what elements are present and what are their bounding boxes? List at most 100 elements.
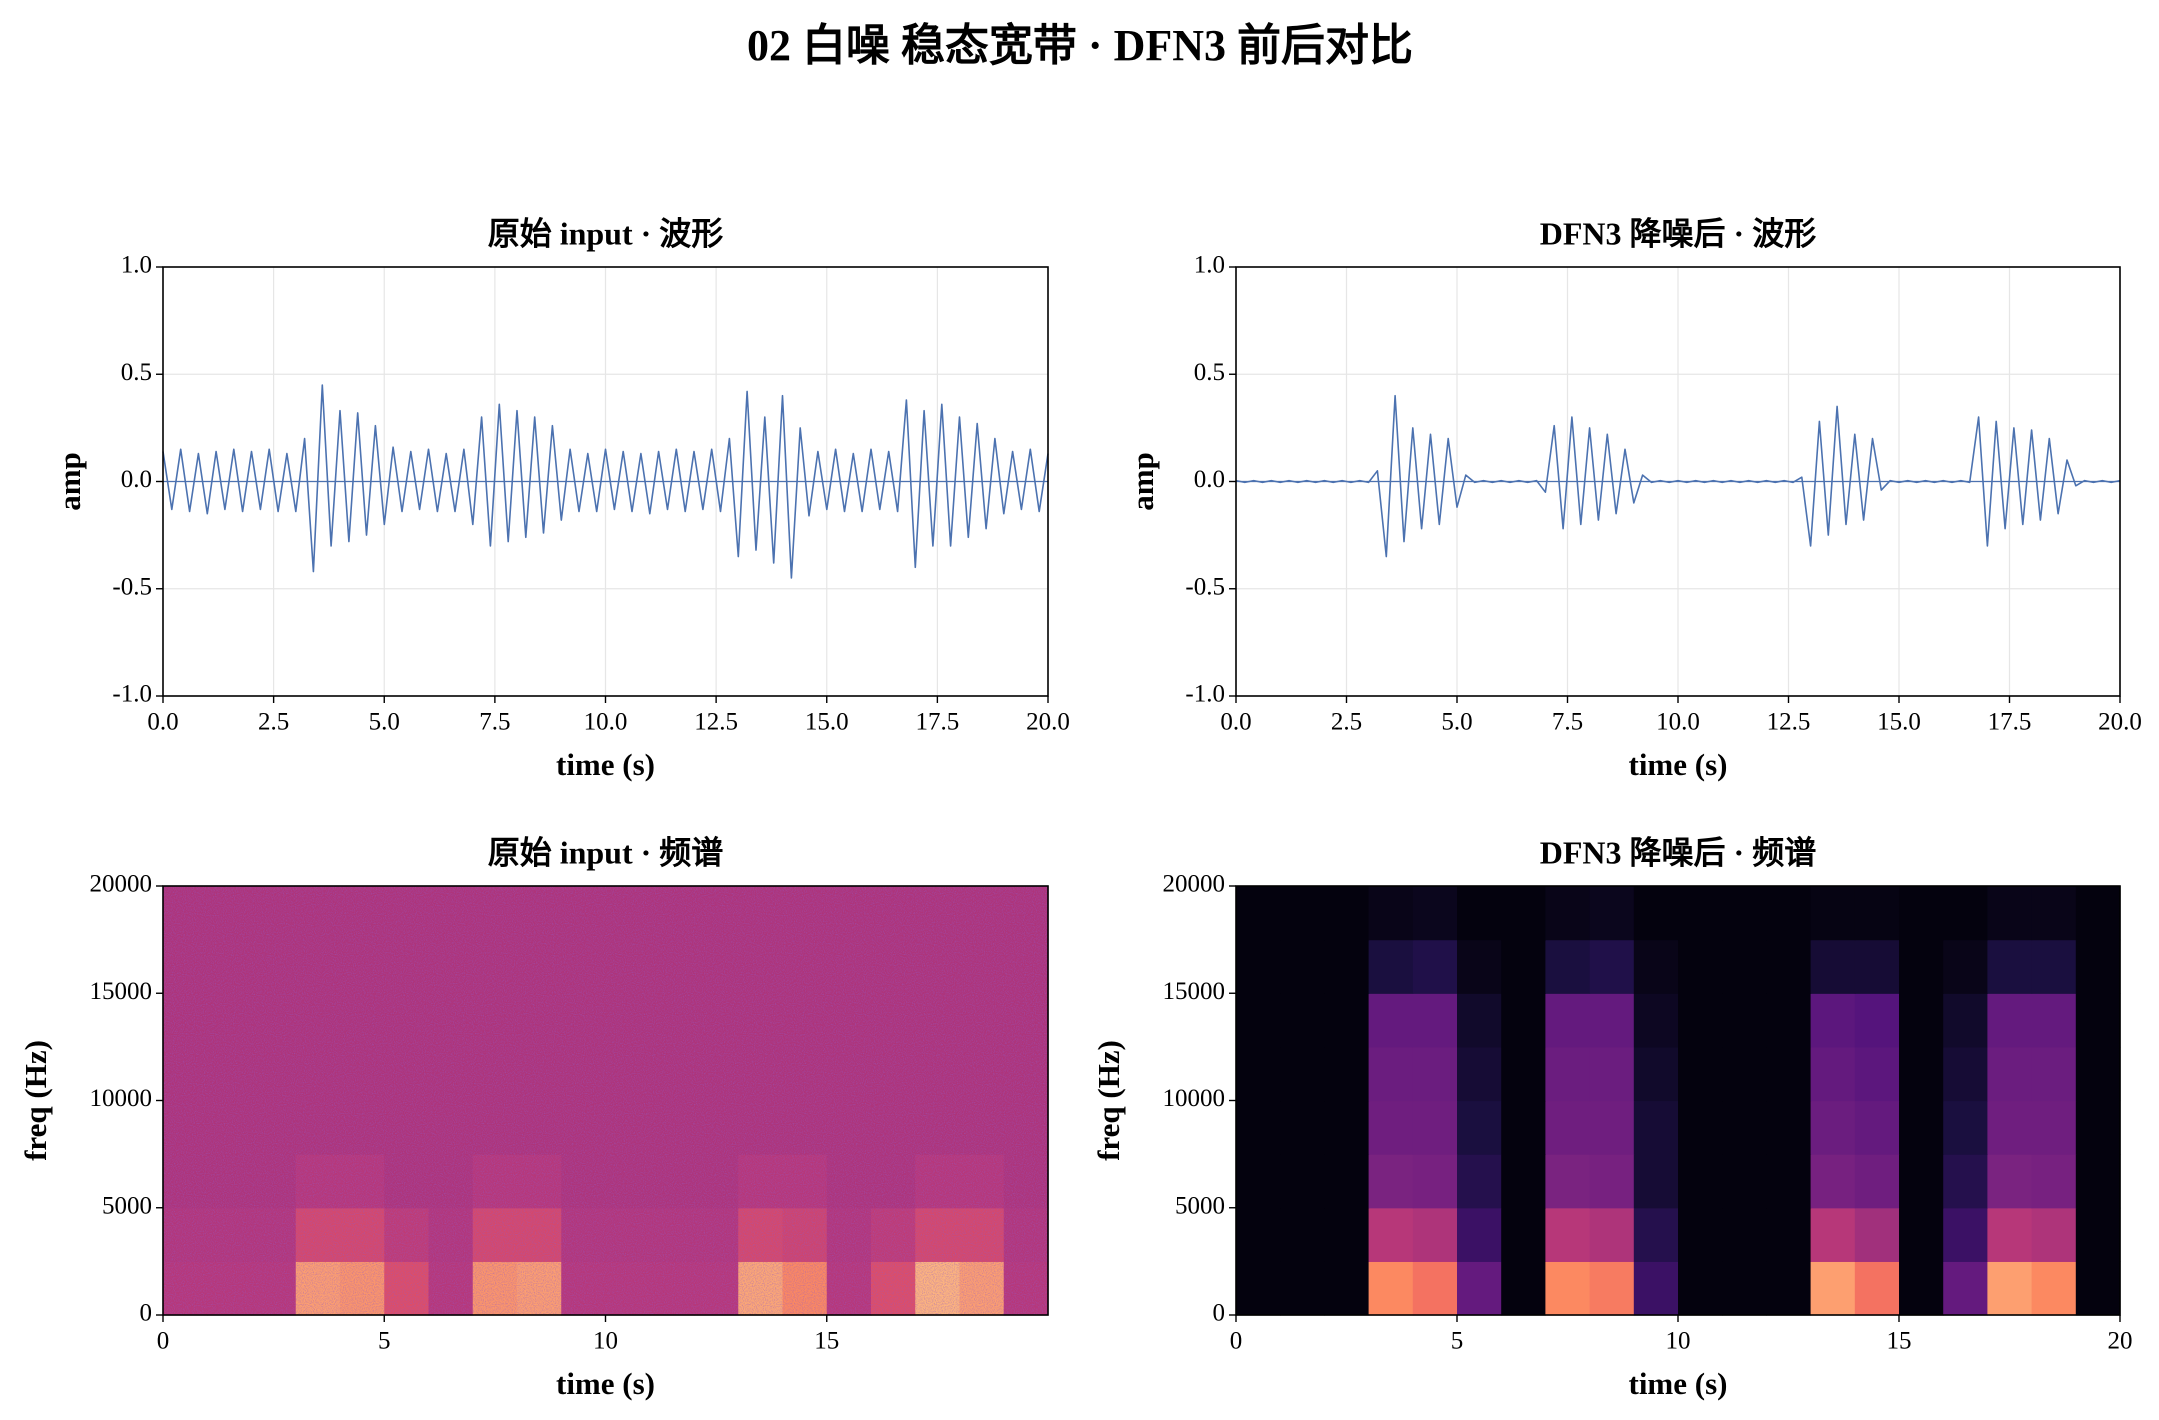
spectrogram-cell	[1678, 1261, 1723, 1316]
subplot-title: 原始 input · 波形	[488, 215, 724, 251]
x-tick-label: 10	[593, 1328, 618, 1355]
spectrogram-cell	[1854, 939, 1900, 994]
subplot: 0 5 10 15 0 5000 10000 15000 20000 原始 input · 频谱 t…	[18, 834, 1049, 1401]
spectrogram-cell	[1324, 1261, 1370, 1316]
spectrogram-cell	[1943, 886, 1988, 941]
spectrogram-cell	[1501, 939, 1546, 994]
spectrogram-cell	[1324, 1154, 1370, 1209]
spectrogram-cell	[1987, 1261, 2033, 1316]
spectrogram-cell	[2031, 1100, 2077, 1155]
x-tick-label: 20.0	[2098, 709, 2142, 736]
spectrogram-cell	[1766, 993, 1812, 1048]
spectrogram-cell	[1899, 993, 1944, 1048]
subplot-title: DFN3 降噪后 · 波形	[1540, 215, 1816, 251]
spectrogram-cell	[1943, 1207, 1988, 1262]
y-tick-label: -1.0	[1185, 681, 1225, 708]
x-tick-label: 0.0	[147, 709, 178, 736]
subplot-title: 原始 input · 频谱	[488, 834, 724, 870]
spectrogram-cell	[1678, 993, 1723, 1048]
spectrogram-cell	[1236, 939, 1281, 994]
spectrogram-cell	[1545, 1046, 1591, 1102]
spectrogram-cell	[1810, 886, 1856, 941]
spectrogram-cell	[1412, 1046, 1458, 1102]
spectrogram-cell	[1943, 1154, 1988, 1209]
spectrogram-cell	[1368, 1154, 1414, 1209]
spectrogram-cell	[1987, 1100, 2033, 1155]
spectrogram-cell	[1810, 1207, 1856, 1262]
y-tick-label: 1.0	[1194, 252, 1225, 279]
spectrogram-cell	[1324, 886, 1370, 941]
y-tick-label: 20000	[1163, 871, 1226, 898]
spectrogram-cell	[2075, 993, 2121, 1048]
x-tick-label: 0.0	[1220, 709, 1251, 736]
spectrogram-cell	[2031, 886, 2077, 941]
x-axis-label: time (s)	[1629, 1366, 1728, 1401]
spectrogram-cell	[1545, 1207, 1591, 1262]
spectrogram-cell	[1943, 1046, 1988, 1102]
x-tick-label: 0	[1230, 1328, 1243, 1355]
x-tick-label: 12.5	[694, 709, 738, 736]
y-tick-label: 0.0	[1194, 466, 1225, 493]
y-tick-label: 20000	[90, 871, 153, 898]
spectrogram-cell	[1280, 1207, 1325, 1262]
y-tick-label: 0	[140, 1300, 153, 1327]
spectrogram-cell	[1678, 886, 1723, 941]
y-tick-label: 10000	[1163, 1085, 1226, 1112]
waveform	[162, 384, 1049, 579]
y-tick-label: -0.5	[112, 573, 152, 600]
spectrogram-cell	[1368, 1261, 1414, 1316]
spectrogram-cell	[1987, 993, 2033, 1048]
spectrogram-cell	[1280, 1261, 1325, 1316]
x-tick-label: 10.0	[584, 709, 628, 736]
spectrogram-cell	[1722, 1046, 1767, 1102]
y-tick-label: 0	[1213, 1300, 1226, 1327]
spectrogram-cell	[1854, 1261, 1900, 1316]
spectrogram-cell	[1589, 993, 1635, 1048]
x-tick-label: 5.0	[369, 709, 400, 736]
spectrogram-cell	[1412, 1100, 1458, 1155]
spectrogram-cell	[1457, 993, 1502, 1048]
x-tick-label: 15.0	[1877, 709, 1921, 736]
spectrogram-cell	[1368, 1207, 1414, 1262]
x-tick-label: 15	[1887, 1328, 1912, 1355]
x-tick-label: 7.5	[479, 709, 510, 736]
y-tick-label: -0.5	[1185, 573, 1225, 600]
x-tick-label: 5	[378, 1328, 391, 1355]
spectrogram-cell	[1368, 993, 1414, 1048]
y-tick-label: 0.5	[1194, 359, 1225, 386]
x-axis-label: time (s)	[1629, 747, 1728, 782]
x-axis-label: time (s)	[556, 747, 655, 782]
y-tick-label: 0.5	[121, 359, 152, 386]
y-axis-label: freq (Hz)	[1091, 1040, 1126, 1161]
spectrogram-cell	[1943, 939, 1988, 994]
x-tick-label: 5	[1451, 1328, 1464, 1355]
spectrogram-cell	[2075, 1207, 2121, 1262]
spectrogram-cell	[1810, 939, 1856, 994]
y-tick-label: -1.0	[112, 681, 152, 708]
figure-title: 02 白噪 稳态宽带 · DFN3 前后对比	[747, 21, 1413, 70]
spectrogram-cell	[1987, 939, 2033, 994]
y-tick-label: 1.0	[121, 252, 152, 279]
spectrogram-cell	[1501, 1154, 1546, 1209]
spectrogram-cell	[1457, 886, 1502, 941]
spectrogram-cell	[1766, 1154, 1812, 1209]
spectrogram-cell	[1810, 1154, 1856, 1209]
spectrogram-cell	[1766, 1046, 1812, 1102]
spectrogram-cell	[1722, 1154, 1767, 1209]
spectrogram-cell	[1722, 993, 1767, 1048]
spectrogram-cell	[1324, 939, 1370, 994]
spectrogram-cell	[1236, 886, 1281, 941]
spectrogram-cell	[1545, 1100, 1591, 1155]
spectrogram-cell	[2031, 993, 2077, 1048]
y-axis-label: freq (Hz)	[18, 1040, 53, 1161]
spectrogram-cell	[1589, 1261, 1635, 1316]
spectrogram-cell	[1501, 1100, 1546, 1155]
y-tick-label: 15000	[1163, 978, 1226, 1005]
spectrogram-cell	[1412, 1154, 1458, 1209]
spectrogram-cell	[1899, 939, 1944, 994]
x-tick-label: 17.5	[916, 709, 960, 736]
spectrogram-cell	[1236, 1154, 1281, 1209]
spectrogram-cell	[1457, 1207, 1502, 1262]
spectrogram-cell	[1987, 886, 2033, 941]
